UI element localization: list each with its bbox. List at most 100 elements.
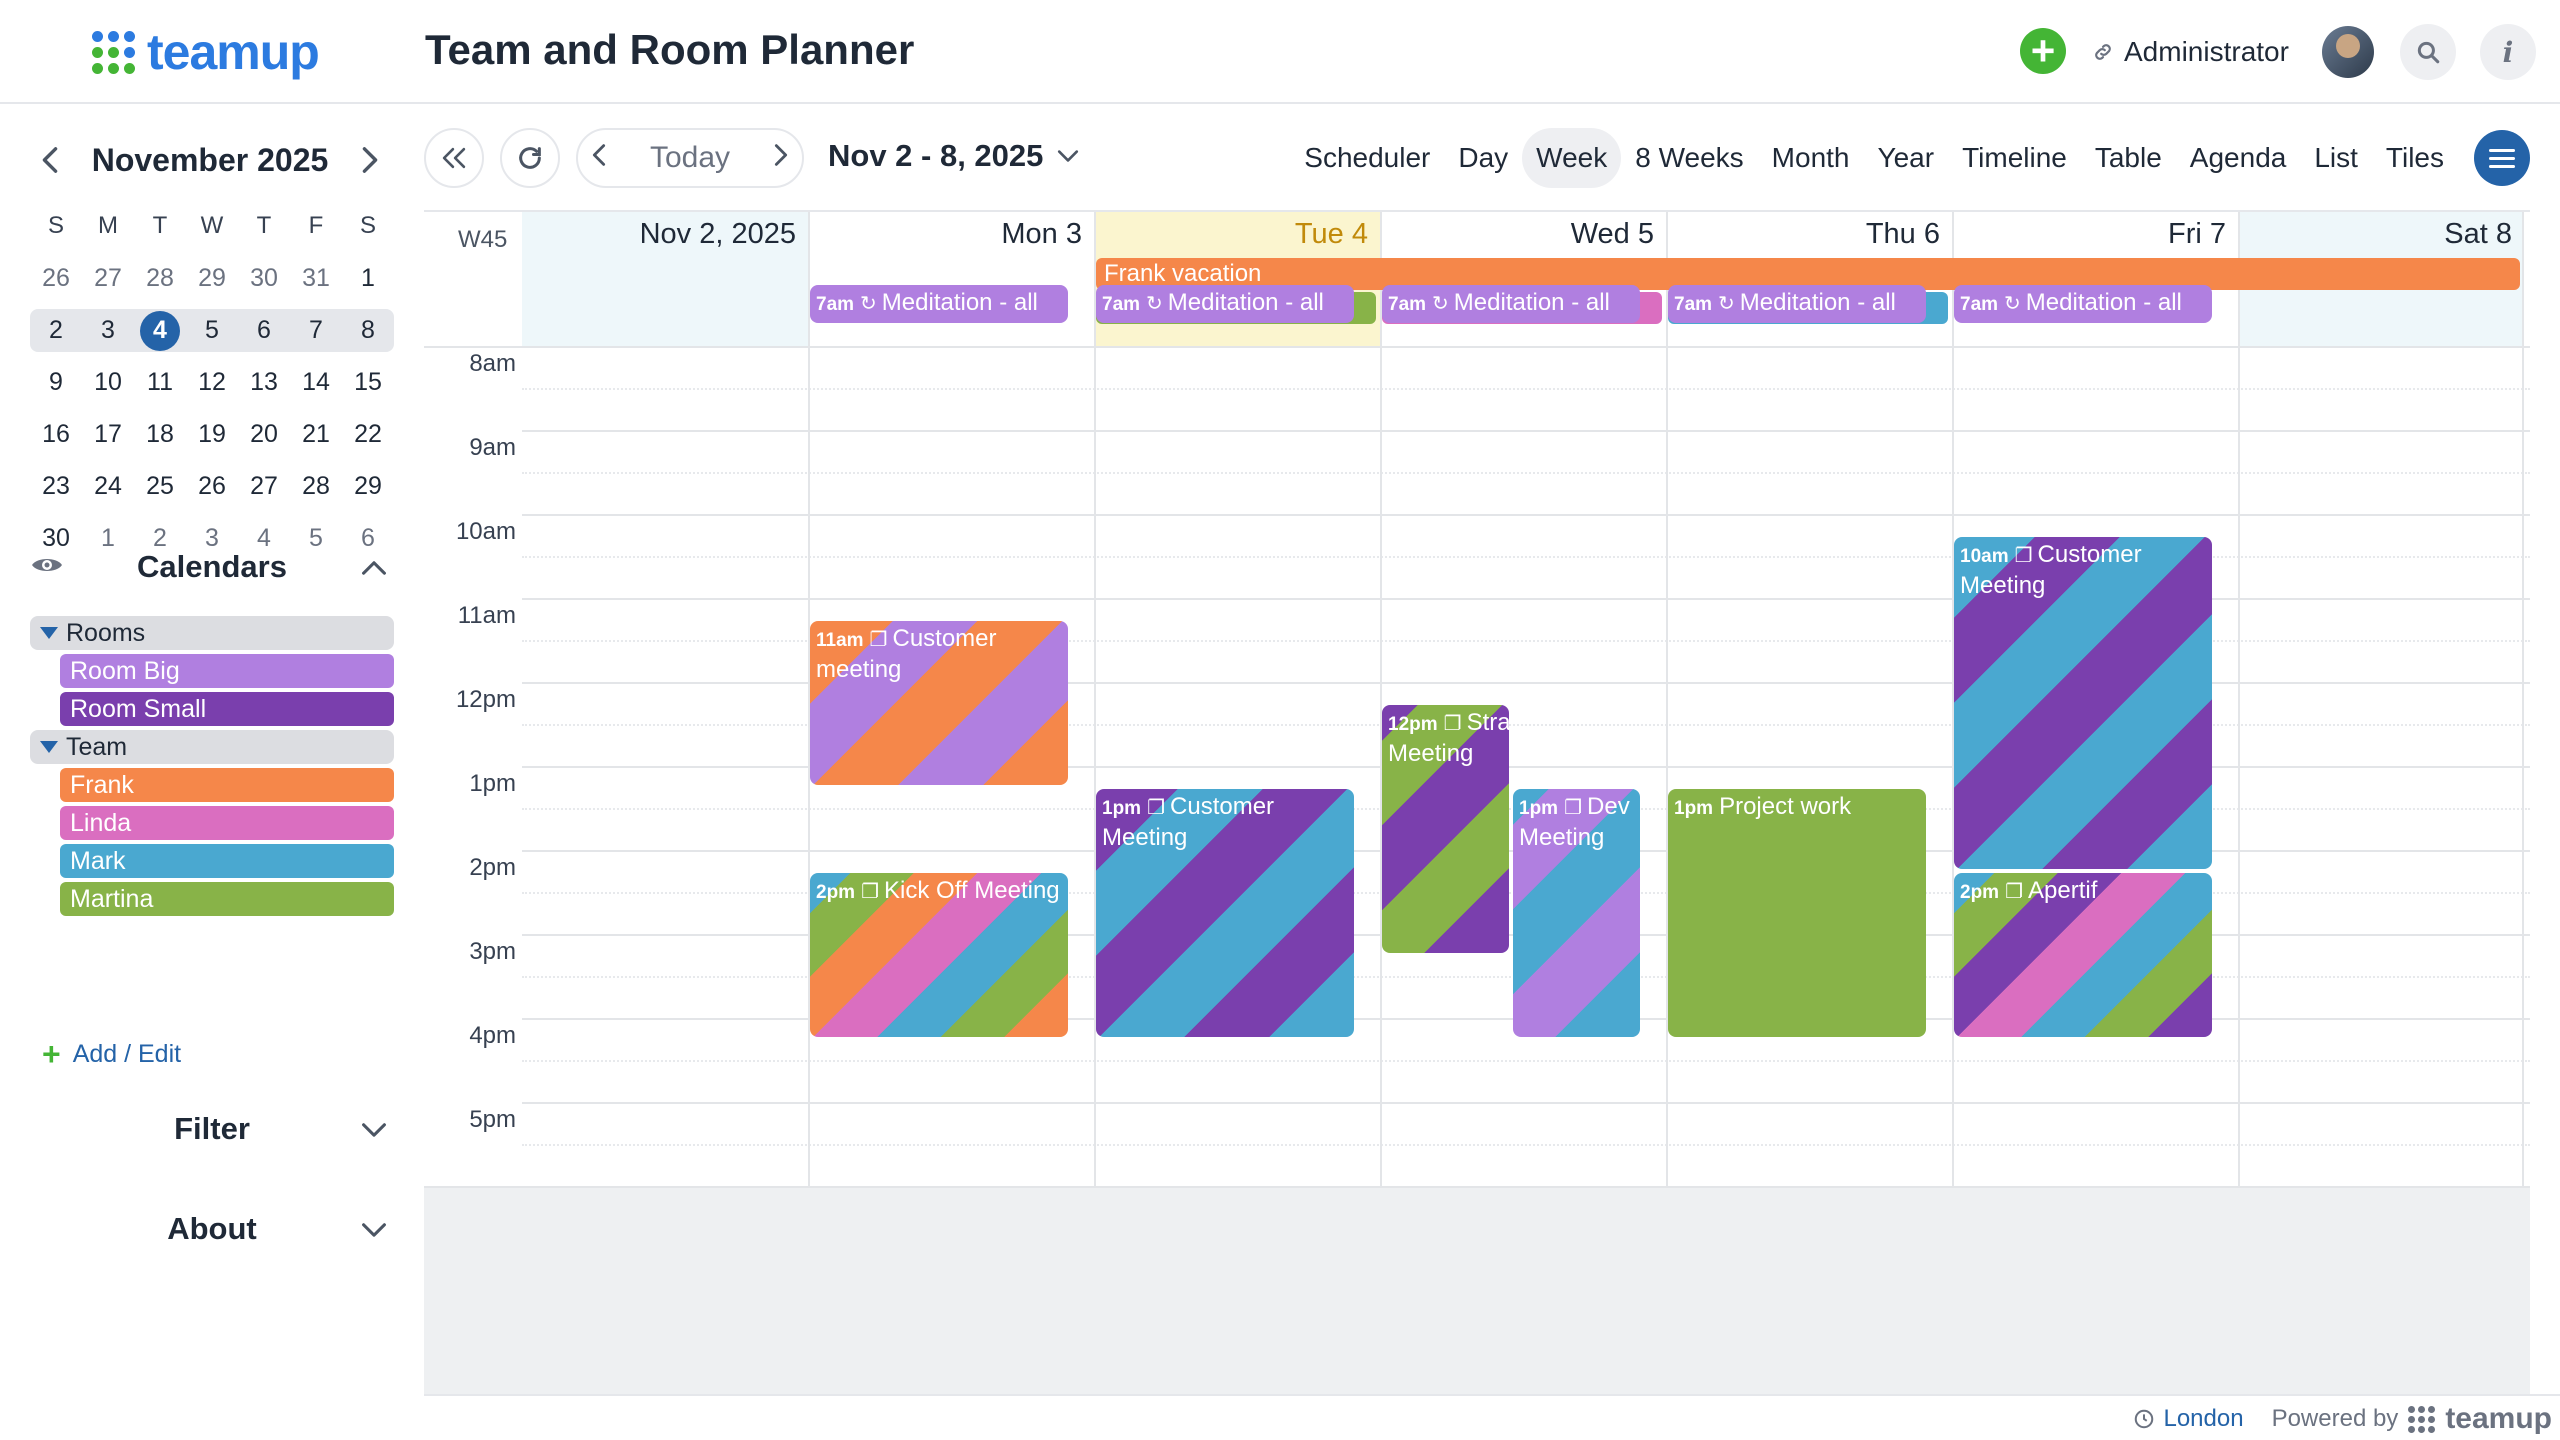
mini-calendar-day[interactable]: 11 [134, 363, 186, 403]
mini-calendar-week[interactable]: 9 10 11 12 13 14 15 [30, 361, 394, 404]
next-month-button[interactable] [350, 140, 390, 180]
powered-by-link[interactable]: Powered by teamup [2272, 1402, 2552, 1436]
mini-calendar-day[interactable]: 5 [290, 519, 342, 559]
search-button[interactable] [2400, 24, 2456, 80]
main-menu-button[interactable] [2474, 130, 2530, 186]
calendar-event[interactable]: 1pm Project work [1668, 789, 1926, 1037]
tab-agenda[interactable]: Agenda [2189, 142, 2287, 173]
mini-calendar-week[interactable]: 23 24 25 26 27 28 29 [30, 465, 394, 508]
chevron-down-icon[interactable] [354, 1113, 394, 1145]
day-header[interactable]: Nov 2, 2025 [522, 212, 808, 346]
mini-calendar-day[interactable]: 2 [30, 311, 82, 351]
day-header[interactable]: Thu 6 [1666, 212, 1952, 346]
mini-calendar-day[interactable]: 9 [30, 363, 82, 403]
refresh-button[interactable] [500, 128, 560, 188]
calendar-group-rooms[interactable]: Rooms [30, 616, 394, 650]
day-header[interactable]: Fri 7 [1952, 212, 2238, 346]
mini-calendar-day[interactable]: 26 [186, 467, 238, 507]
calendar-event[interactable]: 12pm❐Strategy Meeting [1382, 705, 1509, 953]
chevron-down-icon[interactable] [354, 1213, 394, 1245]
calendar-item-frank[interactable]: Frank [60, 768, 394, 802]
avatar[interactable] [2322, 26, 2374, 78]
mini-calendar-day[interactable]: 10 [82, 363, 134, 403]
calendar-event[interactable]: 7am ↻ Meditation - all [1954, 285, 2212, 323]
mini-calendar-week[interactable]: 26 27 28 29 30 31 1 [30, 257, 394, 300]
allday-event[interactable]: Frank vacation [1096, 258, 2520, 290]
mini-calendar-day[interactable]: 3 [82, 311, 134, 351]
calendar-event[interactable]: 7am ↻ Meditation - all [1668, 285, 1926, 323]
calendar-event[interactable]: 7am ↻ Meditation - all [1382, 285, 1640, 323]
add-edit-calendars-link[interactable]: + Add / Edit [42, 1036, 181, 1073]
mini-calendar-day[interactable]: 15 [342, 363, 394, 403]
day-header[interactable]: Wed 5 [1380, 212, 1666, 346]
today-button[interactable]: Today [649, 141, 731, 174]
calendar-event[interactable]: 2pm ❐ Apertif [1954, 873, 2212, 1037]
tab-8-weeks[interactable]: 8 Weeks [1635, 142, 1744, 173]
eye-icon[interactable] [30, 552, 70, 583]
calendar-event[interactable]: 7am ↻ Meditation - all [810, 285, 1068, 323]
mini-calendar-day[interactable]: 19 [186, 415, 238, 455]
calendar-event[interactable]: 1pm ❐ Dev Meeting [1513, 789, 1640, 1037]
calendar-item-linda[interactable]: Linda [60, 806, 394, 840]
tab-timeline[interactable]: Timeline [1962, 142, 2067, 173]
day-header[interactable]: Sat 8 [2238, 212, 2524, 346]
mini-calendar-day[interactable]: 30 [30, 519, 82, 559]
mini-calendar-day[interactable]: 4 [238, 519, 290, 559]
mini-calendar-day[interactable]: 6 [342, 519, 394, 559]
calendars-section-header[interactable]: Calendars [30, 542, 394, 592]
mini-calendar-day[interactable]: 30 [238, 259, 290, 299]
date-range-picker[interactable]: Nov 2 - 8, 2025 [828, 138, 1079, 174]
info-button[interactable]: i [2480, 24, 2536, 80]
mini-calendar-day[interactable]: 29 [342, 467, 394, 507]
tab-scheduler[interactable]: Scheduler [1304, 142, 1431, 173]
mini-calendar-day[interactable]: 5 [186, 311, 238, 351]
mini-calendar-day[interactable]: 28 [290, 467, 342, 507]
teamup-logo[interactable]: teamup [92, 24, 320, 80]
prev-month-button[interactable] [30, 140, 70, 180]
mini-calendar-day[interactable]: 21 [290, 415, 342, 455]
tab-month[interactable]: Month [1771, 142, 1850, 173]
calendar-item-room-small[interactable]: Room Small [60, 692, 394, 726]
mini-calendar-day[interactable]: 8 [342, 311, 394, 351]
tab-week[interactable]: Week [1522, 128, 1622, 188]
mini-calendar-day[interactable]: 6 [238, 311, 290, 351]
mini-calendar-day[interactable]: 29 [186, 259, 238, 299]
mini-calendar-day[interactable]: 25 [134, 467, 186, 507]
mini-calendar-day[interactable]: 3 [186, 519, 238, 559]
mini-calendar-day[interactable]: 13 [238, 363, 290, 403]
mini-calendar-day[interactable]: 16 [30, 415, 82, 455]
calendar-event[interactable]: 10am ❐ Customer Meeting [1954, 537, 2212, 869]
mini-calendar-day[interactable]: 22 [342, 415, 394, 455]
calendar-event[interactable]: 7am ↻ Meditation - all [1096, 285, 1354, 323]
tab-table[interactable]: Table [2094, 142, 2162, 173]
calendar-item-mark[interactable]: Mark [60, 844, 394, 878]
mini-calendar-day[interactable]: 1 [342, 259, 394, 299]
prev-week-button[interactable] [592, 141, 606, 175]
tab-year[interactable]: Year [1877, 142, 1935, 173]
user-link[interactable]: Administrator [2092, 32, 2289, 72]
day-header[interactable]: Tue 4 [1094, 212, 1380, 346]
chevron-up-icon[interactable] [354, 551, 394, 583]
mini-calendar-day[interactable]: 24 [82, 467, 134, 507]
calendar-item-martina[interactable]: Martina [60, 882, 394, 916]
collapse-sidebar-button[interactable] [424, 128, 484, 188]
mini-calendar-day[interactable]: 28 [134, 259, 186, 299]
mini-calendar-day[interactable]: 27 [238, 467, 290, 507]
mini-calendar-day[interactable]: 7 [290, 311, 342, 351]
mini-calendar-day[interactable]: 27 [82, 259, 134, 299]
mini-calendar-day[interactable]: 20 [238, 415, 290, 455]
tab-tiles[interactable]: Tiles [2385, 142, 2444, 173]
mini-calendar-day[interactable]: 14 [290, 363, 342, 403]
tab-day[interactable]: Day [1458, 142, 1509, 173]
mini-calendar-day[interactable]: 2 [134, 519, 186, 559]
calendar-event[interactable]: 2pm ❐ Kick Off Meeting [810, 873, 1068, 1037]
mini-calendar-week[interactable]: 16 17 18 19 20 21 22 [30, 413, 394, 456]
calendar-event[interactable]: 11am ❐ Customer meeting [810, 621, 1068, 785]
calendar-group-team[interactable]: Team [30, 730, 394, 764]
mini-calendar-day[interactable]: 12 [186, 363, 238, 403]
mini-calendar-day[interactable]: 18 [134, 415, 186, 455]
calendar-item-room-big[interactable]: Room Big [60, 654, 394, 688]
mini-calendar-day[interactable]: 26 [30, 259, 82, 299]
mini-calendar-day[interactable]: 17 [82, 415, 134, 455]
